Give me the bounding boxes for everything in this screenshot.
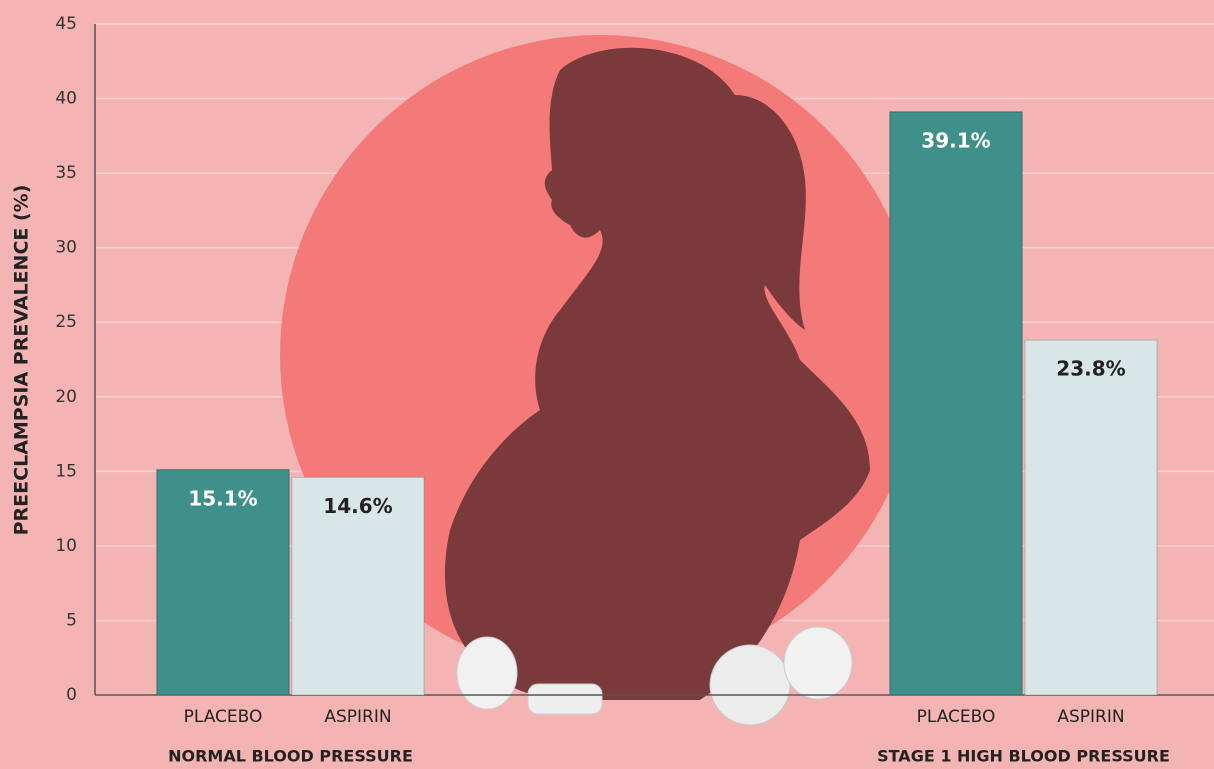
value-label: 23.8% (1056, 357, 1125, 381)
value-label: 15.1% (188, 486, 257, 510)
value-label: 14.6% (323, 494, 392, 518)
value-label: 39.1% (921, 128, 990, 152)
y-tick-label: 45 (55, 14, 77, 34)
y-tick-label: 35 (55, 163, 77, 183)
y-tick-label: 10 (55, 536, 77, 556)
y-tick-label: 5 (66, 610, 77, 630)
legend-label: PLACEBO (917, 707, 996, 727)
bar (1025, 340, 1157, 695)
legend-label: ASPIRIN (324, 707, 391, 727)
y-axis-label: PREECLAMPSIA PREVALENCE (%) (11, 185, 33, 536)
legend-label: ASPIRIN (1057, 707, 1124, 727)
y-tick-label: 20 (55, 387, 77, 407)
y-tick-label: 15 (55, 461, 77, 481)
y-tick-label: 25 (55, 312, 77, 332)
y-tick-label: 40 (55, 89, 77, 109)
y-tick-label: 30 (55, 238, 77, 258)
x-tick-label: STAGE 1 HIGH BLOOD PRESSURE (877, 747, 1170, 766)
y-tick-label: 0 (66, 685, 77, 705)
bar (890, 112, 1022, 695)
legend-label: PLACEBO (184, 707, 263, 727)
x-tick-label: NORMAL BLOOD PRESSURE (168, 747, 413, 766)
chart: PREECLAMPSIA PREVALENCE (%) 0 5 10 15 20 25 30… (0, 0, 1214, 769)
